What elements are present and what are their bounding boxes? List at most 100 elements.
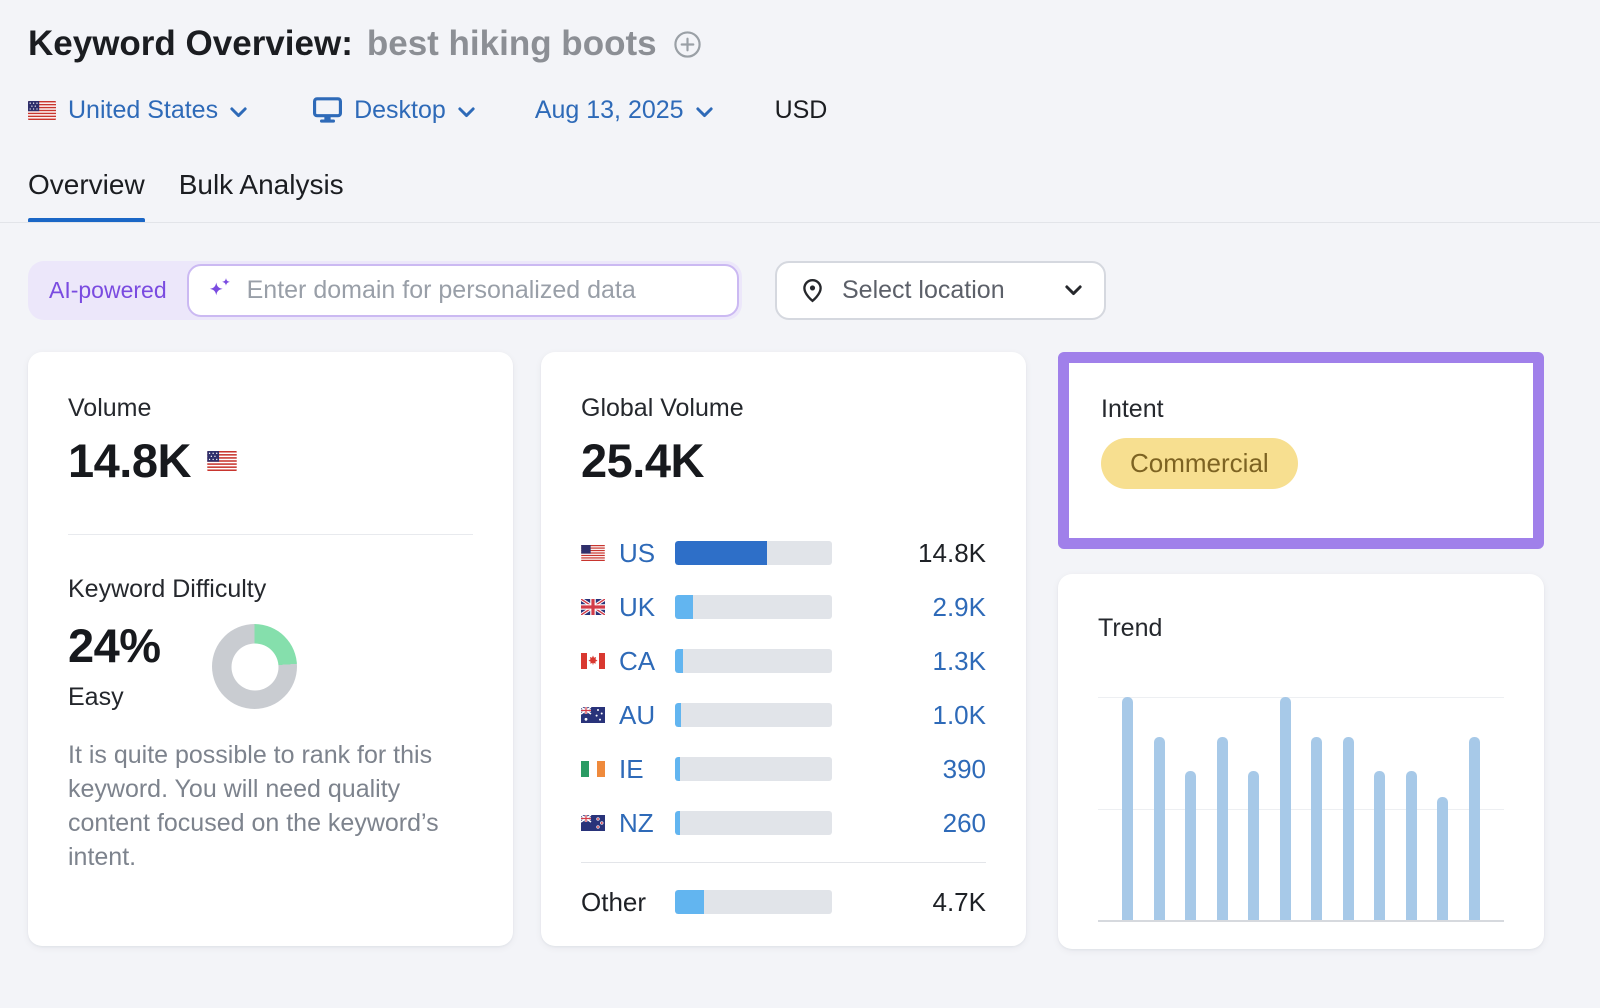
tab-bulk-analysis[interactable]: Bulk Analysis (178, 169, 344, 200)
select-location-button[interactable]: Select location (775, 261, 1106, 320)
volume-bar (675, 541, 832, 565)
volume-bar (675, 757, 832, 781)
add-keyword-icon[interactable] (673, 30, 702, 59)
volume-value: 14.8K (68, 434, 191, 487)
us-flag-icon (581, 545, 605, 561)
trend-bar (1216, 737, 1228, 920)
country-volume-value[interactable]: 1.0K (932, 699, 987, 730)
trend-bar (1153, 737, 1165, 920)
select-location-label: Select location (842, 276, 1005, 304)
tab-overview[interactable]: Overview (28, 169, 145, 223)
kd-description: It is quite possible to rank for this ke… (68, 741, 439, 871)
device-selector-label: Desktop (354, 96, 446, 124)
country-selector[interactable]: United States (28, 96, 247, 125)
page-title-prefix: Keyword Overview: (28, 24, 353, 63)
kd-level-label: Easy (68, 683, 124, 711)
volume-card: Volume 14.8K (28, 352, 513, 946)
date-selector[interactable]: Aug 13, 2025 (535, 96, 713, 125)
ai-powered-container: AI-powered (28, 261, 742, 320)
country-row-au: AU 1.0K (581, 688, 986, 742)
kd-donut (212, 624, 297, 709)
uk-flag-icon (581, 599, 605, 615)
global-volume-value: 25.4K (581, 434, 704, 487)
right-column: Intent Commercial Trend (1058, 352, 1544, 949)
volume-bar-fill (675, 703, 682, 727)
tab-bar: Overview Bulk Analysis (0, 169, 1600, 223)
metric-cards: Volume 14.8K (28, 352, 1572, 949)
trend-chart (1098, 697, 1504, 922)
trend-bar (1374, 770, 1386, 920)
card-divider (68, 534, 473, 535)
country-volume-value: 4.7K (932, 886, 987, 917)
trend-bar (1405, 770, 1417, 920)
trend-card: Trend (1058, 574, 1544, 949)
country-volume-value[interactable]: 260 (942, 807, 986, 838)
chevron-down-icon (695, 106, 713, 117)
chevron-down-icon (230, 106, 247, 117)
trend-bar (1248, 770, 1260, 920)
other-label: Other (581, 886, 647, 917)
volume-bar (675, 890, 832, 914)
monitor-icon (313, 97, 343, 123)
volume-bar-fill (675, 757, 680, 781)
ireland-flag-icon (581, 761, 605, 777)
country-link[interactable]: NZ (619, 807, 654, 838)
us-flag-icon (207, 450, 237, 471)
tab-bar-divider (0, 222, 1600, 223)
ai-powered-badge: AI-powered (49, 277, 167, 303)
date-selector-label: Aug 13, 2025 (534, 96, 684, 124)
country-volume-value[interactable]: 390 (942, 753, 986, 784)
country-row-ie: IE 390 (581, 742, 986, 796)
country-link[interactable]: IE (619, 753, 644, 784)
list-divider (581, 862, 986, 863)
us-flag-icon (28, 101, 56, 120)
domain-input-box[interactable] (186, 264, 739, 317)
trend-bar (1279, 697, 1291, 920)
country-row-other: Other 4.7K (581, 875, 986, 929)
domain-input[interactable] (246, 276, 721, 305)
country-row-ca: CA 1.3K (581, 634, 986, 688)
intent-badge: Commercial (1101, 438, 1298, 489)
filter-bar: United States Desktop Aug 13, 2025 USD (28, 96, 1572, 125)
volume-bar-fill (675, 811, 680, 835)
country-row-us: US 14.8K (581, 526, 986, 580)
trend-label: Trend (1098, 614, 1163, 642)
country-volume-value[interactable]: 1.3K (932, 645, 987, 676)
chevron-down-icon (1065, 285, 1082, 295)
volume-bar (675, 649, 832, 673)
volume-bar-fill (675, 649, 683, 673)
global-volume-card: Global Volume 25.4K US 14.8K (541, 352, 1026, 946)
gridline (1098, 808, 1504, 810)
country-link[interactable]: AU (619, 699, 656, 730)
australia-flag-icon (581, 707, 605, 723)
volume-bar (675, 703, 832, 727)
device-selector[interactable]: Desktop (313, 96, 475, 125)
intent-label: Intent (1101, 395, 1164, 423)
location-pin-icon (803, 279, 822, 303)
new-zealand-flag-icon (581, 815, 605, 831)
volume-bar-fill (675, 595, 693, 619)
country-link[interactable]: CA (619, 645, 656, 676)
trend-bar (1311, 737, 1323, 920)
sparkles-icon (209, 277, 230, 295)
trend-bar (1437, 797, 1449, 920)
gridline (1098, 697, 1504, 698)
volume-bar (675, 811, 832, 835)
kd-percent-value: 24% (68, 619, 161, 672)
country-volume-list: US 14.8K UK (581, 526, 986, 929)
kd-donut-hole (231, 643, 278, 690)
country-link[interactable]: UK (619, 591, 656, 622)
volume-bar (675, 595, 832, 619)
trend-bar (1342, 737, 1354, 920)
ai-domain-bar: AI-powered Select location (28, 261, 1572, 320)
currency-label: USD (774, 96, 828, 124)
intent-card-highlighted: Intent Commercial (1058, 352, 1544, 549)
page-title: Keyword Overview: best hiking boots (28, 24, 1572, 64)
country-row-uk: UK 2.9K (581, 580, 986, 634)
country-volume-value[interactable]: 2.9K (932, 591, 987, 622)
chevron-down-icon (458, 106, 475, 117)
country-link[interactable]: US (619, 537, 656, 568)
volume-bar-fill (675, 541, 767, 565)
trend-bar (1468, 737, 1480, 920)
volume-label: Volume (68, 394, 152, 422)
